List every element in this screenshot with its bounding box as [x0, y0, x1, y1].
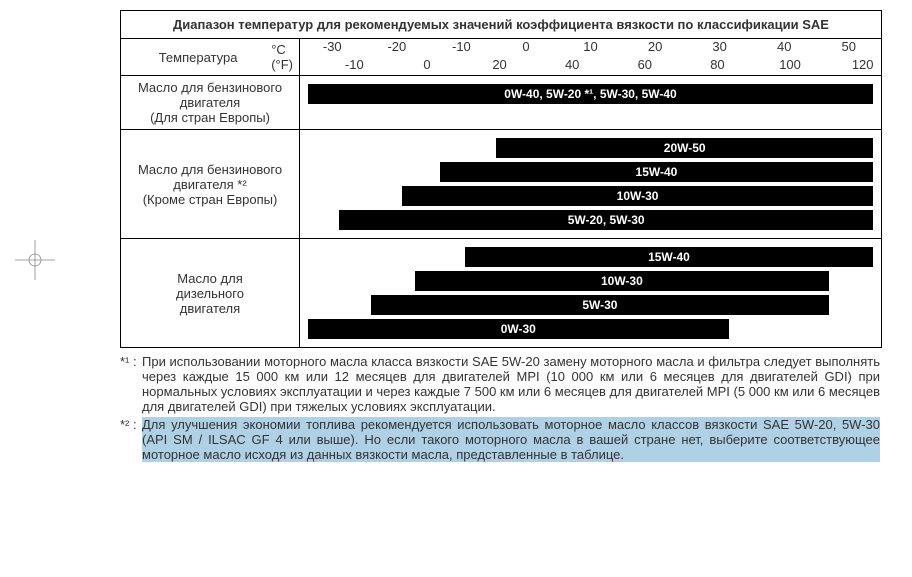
celsius-tick: 30 [687, 39, 752, 57]
temperature-label-cell: Температура °C (°F) [121, 39, 300, 75]
viscosity-bar: 10W-30 [402, 186, 873, 206]
oil-category-label-line: двигателя [125, 95, 295, 110]
oil-category-label-line: Масло для бензинового [125, 80, 295, 95]
viscosity-bar: 15W-40 [440, 162, 873, 182]
fahrenheit-tick: 100 [754, 57, 827, 75]
celsius-tick: -30 [300, 39, 365, 57]
footnote-marker: *² : [120, 417, 142, 462]
temperature-units: °C (°F) [271, 42, 295, 72]
fahrenheit-tick: 0 [391, 57, 464, 75]
viscosity-bar-row: 15W-40 [308, 247, 873, 267]
celsius-tick: 50 [817, 39, 882, 57]
registration-mark [15, 240, 55, 283]
viscosity-bar-row: 20W-50 [308, 138, 873, 158]
celsius-tick: -10 [429, 39, 494, 57]
fahrenheit-unit: (°F) [271, 57, 293, 72]
fahrenheit-tick: 120 [826, 57, 899, 75]
oil-category-label: Масло для бензиновогодвигателя *²(Кроме … [121, 130, 300, 238]
footnote: *¹ :При использовании моторного масла кл… [120, 354, 880, 414]
fahrenheit-tick: 40 [536, 57, 609, 75]
table-title: Диапазон температур для рекомендуемых зн… [121, 11, 881, 39]
temperature-scale: -30-20-1001020304050 -10020406080100120 [300, 39, 881, 75]
viscosity-bar: 15W-40 [465, 247, 873, 267]
oil-category-label: Масло длядизельногодвигателя [121, 239, 300, 347]
viscosity-bar-row: 15W-40 [308, 162, 873, 182]
oil-chart-area: 0W-40, 5W-20 *¹, 5W-30, 5W-40 [300, 76, 881, 129]
celsius-unit: °C [271, 42, 293, 57]
oil-category-label: Масло для бензиновогодвигателя(Для стран… [121, 76, 300, 129]
viscosity-bar: 0W-40, 5W-20 *¹, 5W-30, 5W-40 [308, 84, 873, 104]
oil-category-label-line: двигателя *² [125, 177, 295, 192]
oil-category-label-line: Масло для бензинового [125, 162, 295, 177]
viscosity-bar: 10W-30 [415, 271, 829, 291]
viscosity-table: Диапазон температур для рекомендуемых зн… [120, 10, 882, 348]
celsius-tick: 0 [494, 39, 559, 57]
viscosity-bar: 0W-30 [308, 319, 729, 339]
oil-category-label-line: Масло для [125, 271, 295, 286]
footnotes: *¹ :При использовании моторного масла кл… [120, 354, 880, 462]
viscosity-bar-row: 5W-30 [308, 295, 873, 315]
oil-chart-area: 15W-40 10W-30 5W-30 0W-30 [300, 239, 881, 347]
viscosity-bar-row: 5W-20, 5W-30 [308, 210, 873, 230]
viscosity-bar-row: 10W-30 [308, 186, 873, 206]
fahrenheit-tick: 80 [681, 57, 754, 75]
celsius-tick: -20 [365, 39, 430, 57]
oil-category-row: Масло длядизельногодвигателя 15W-40 10W-30… [121, 239, 881, 347]
celsius-tick: 20 [623, 39, 688, 57]
footnote-text: Для улучшения экономии топлива рекоменду… [142, 417, 880, 462]
celsius-scale: -30-20-1001020304050 [300, 39, 881, 57]
temperature-header-row: Температура °C (°F) -30-20-1001020304050… [121, 39, 881, 76]
viscosity-bar-row: 10W-30 [308, 271, 873, 291]
celsius-tick: 40 [752, 39, 817, 57]
fahrenheit-tick: 60 [609, 57, 682, 75]
fahrenheit-tick: -10 [318, 57, 391, 75]
fahrenheit-tick: 20 [463, 57, 536, 75]
viscosity-bar-row: 0W-40, 5W-20 *¹, 5W-30, 5W-40 [308, 84, 873, 104]
temperature-label: Температура [125, 50, 271, 65]
oil-chart-area: 20W-50 15W-40 10W-30 5W-20, 5W-30 [300, 130, 881, 238]
footnote-marker: *¹ : [120, 354, 142, 414]
oil-category-row: Масло для бензиновогодвигателя *²(Кроме … [121, 130, 881, 239]
footnote-text: При использовании моторного масла класса… [142, 354, 880, 414]
celsius-tick: 10 [558, 39, 623, 57]
viscosity-bar: 20W-50 [496, 138, 873, 158]
oil-category-label-line: (Кроме стран Европы) [125, 192, 295, 207]
footnote: *² :Для улучшения экономии топлива реком… [120, 417, 880, 462]
viscosity-bar-row: 0W-30 [308, 319, 873, 339]
oil-category-label-line: дизельного [125, 286, 295, 301]
oil-category-label-line: (Для стран Европы) [125, 110, 295, 125]
viscosity-bar: 5W-20, 5W-30 [339, 210, 873, 230]
oil-category-label-line: двигателя [125, 301, 295, 316]
viscosity-bar: 5W-30 [371, 295, 829, 315]
fahrenheit-scale: -10020406080100120 [300, 57, 881, 75]
oil-category-row: Масло для бензиновогодвигателя(Для стран… [121, 76, 881, 130]
